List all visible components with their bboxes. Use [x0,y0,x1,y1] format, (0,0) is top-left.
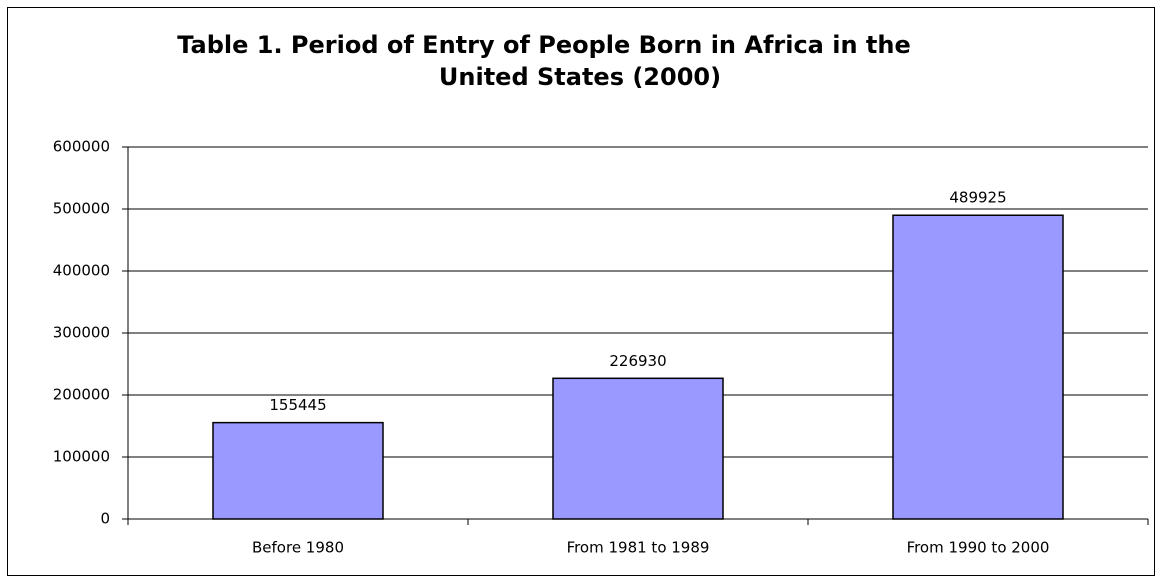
data-label: 489925 [949,189,1006,207]
x-tick-label: Before 1980 [252,539,344,557]
y-tick-label: 500000 [53,200,110,218]
data-label: 226930 [609,352,666,370]
bar [212,421,384,520]
y-tick-label: 400000 [53,262,110,280]
chart-title: Table 1. Period of Entry of People Born … [177,31,910,59]
y-tick-label: 300000 [53,324,110,342]
x-tick-label: From 1981 to 1989 [567,539,710,557]
x-tick-label: From 1990 to 2000 [907,539,1050,557]
bar [552,377,724,520]
y-tick-label: 600000 [53,138,110,156]
data-label: 155445 [269,396,326,414]
bar [892,214,1064,520]
chart-title: United States (2000) [439,63,721,91]
y-tick-label: 200000 [53,386,110,404]
y-tick-label: 0 [100,510,110,528]
y-tick-label: 100000 [53,448,110,466]
